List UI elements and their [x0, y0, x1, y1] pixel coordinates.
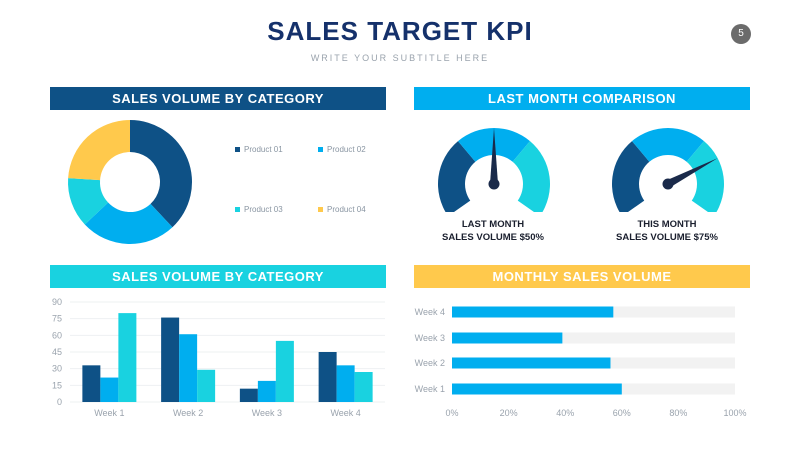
- y-tick-label: 45: [52, 347, 62, 357]
- legend-item: Product 01: [235, 145, 283, 154]
- gauge-needle-hub: [662, 178, 674, 190]
- column-bar: [354, 372, 373, 402]
- y-tick-label: Week 4: [415, 307, 445, 317]
- hbar-panel-title: MONTHLY SALES VOLUME: [414, 265, 750, 288]
- legend-item: Product 03: [235, 205, 283, 214]
- y-tick-label: 60: [52, 330, 62, 340]
- x-tick-label: Week 3: [252, 408, 282, 418]
- column-bar: [82, 365, 101, 402]
- column-bar: [275, 340, 294, 402]
- gauge-caption-last-month: LAST MONTH SALES VOLUME $50%: [428, 218, 558, 244]
- x-tick-label: Week 4: [330, 408, 360, 418]
- gauge-segment: [686, 141, 724, 212]
- column-bar: [318, 352, 337, 402]
- page-number-badge: 5: [731, 24, 751, 44]
- column-chart: 0 15 30 45 60 75 90 Week 1 Week 2 Week 3 Week 4: [52, 297, 385, 418]
- y-tick-label: 75: [52, 314, 62, 324]
- y-tick-label: Week 3: [415, 333, 445, 343]
- column-bar: [179, 334, 198, 402]
- hbar-bar: [452, 306, 614, 318]
- x-tick-label: Week 1: [94, 408, 124, 418]
- legend-swatch: [318, 207, 323, 212]
- gauge-caption-line1: LAST MONTH: [461, 219, 525, 230]
- legend-label: Product 02: [327, 145, 366, 154]
- gauge-caption-this-month: THIS MONTH SALES VOLUME $75%: [602, 218, 732, 244]
- x-tick-label: 40%: [556, 408, 574, 418]
- x-tick-label: 20%: [500, 408, 518, 418]
- legend-swatch: [235, 147, 240, 152]
- gauge-panel-title: LAST MONTH COMPARISON: [414, 87, 750, 110]
- gauge-caption-line2: SALES VOLUME $75%: [616, 232, 718, 243]
- donut-slice: [130, 120, 192, 228]
- legend-label: Product 01: [244, 145, 283, 154]
- column-bar: [257, 380, 276, 402]
- hbar-bar: [452, 357, 611, 369]
- column-panel-title: SALES VOLUME BY CATEGORY: [50, 265, 386, 288]
- hbar-track: [452, 332, 735, 344]
- legend-swatch: [318, 147, 323, 152]
- gauge-segment: [512, 141, 550, 212]
- y-tick-label: 15: [52, 380, 62, 390]
- gauge-charts: [438, 127, 724, 212]
- horizontal-bar-chart: Week 4 Week 3 Week 2 Week 1 0% 20% 40% 60% 80% 10…: [415, 306, 747, 418]
- gauge-needle: [490, 128, 498, 184]
- gauge-segment: [612, 141, 650, 212]
- hbar-bar: [452, 332, 563, 344]
- column-bar: [161, 317, 180, 402]
- y-tick-label: 90: [52, 297, 62, 307]
- gauge-segment: [438, 141, 476, 212]
- hbar-bar: [452, 383, 622, 395]
- page-title: SALES TARGET KPI: [267, 16, 533, 46]
- column-bar: [118, 313, 137, 402]
- column-bar: [336, 365, 355, 402]
- donut-slice: [68, 178, 109, 225]
- y-tick-label: Week 1: [415, 384, 445, 394]
- gauge-segment: [632, 127, 704, 162]
- x-tick-label: 0%: [445, 408, 458, 418]
- gauge-needle-hub: [488, 178, 500, 190]
- y-tick-label: Week 2: [415, 358, 445, 368]
- y-tick-label: 0: [57, 397, 62, 407]
- donut-chart: [68, 120, 192, 244]
- x-tick-label: 80%: [669, 408, 687, 418]
- gauge-caption-line1: THIS MONTH: [637, 219, 697, 230]
- column-bar: [197, 369, 216, 402]
- page-subtitle: WRITE YOUR SUBTITLE HERE: [310, 53, 490, 63]
- legend-item: Product 02: [318, 145, 366, 154]
- x-tick-label: 100%: [723, 408, 746, 418]
- donut-slice: [68, 120, 130, 181]
- y-tick-label: 30: [52, 364, 62, 374]
- column-bar: [100, 377, 119, 402]
- gauge-needle: [666, 158, 718, 188]
- donut-slice: [84, 202, 173, 244]
- gauge-caption-line2: SALES VOLUME $50%: [442, 232, 544, 243]
- donut-panel-title: SALES VOLUME BY CATEGORY: [50, 87, 386, 110]
- x-tick-label: Week 2: [173, 408, 203, 418]
- column-bar: [239, 388, 258, 402]
- x-tick-label: 60%: [613, 408, 631, 418]
- legend-swatch: [235, 207, 240, 212]
- legend-item: Product 04: [318, 205, 366, 214]
- legend-label: Product 04: [327, 205, 366, 214]
- legend-label: Product 03: [244, 205, 283, 214]
